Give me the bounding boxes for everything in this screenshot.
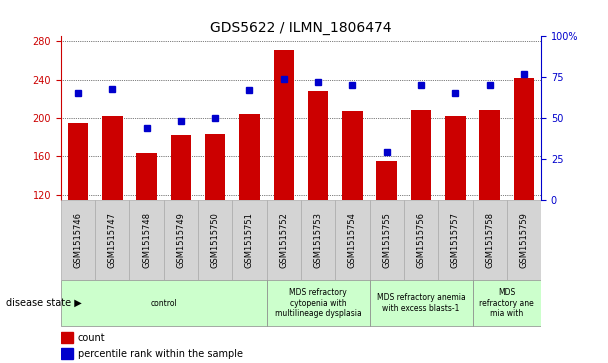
Bar (507, 200, 541, 280)
Text: GSM1515753: GSM1515753 (314, 212, 323, 268)
Bar (95, 200, 130, 280)
Bar (472, 281, 541, 326)
Bar (479, 110, 500, 310)
Bar (61, 200, 95, 280)
Bar (171, 135, 191, 310)
Bar (267, 281, 370, 326)
Bar (130, 200, 164, 280)
Bar (232, 200, 267, 280)
Text: disease state ▶: disease state ▶ (6, 298, 82, 308)
Bar (61, 348, 73, 359)
Bar (164, 200, 198, 280)
Text: MDS refractory
cytopenia with
multilineage dysplasia: MDS refractory cytopenia with multilinea… (275, 288, 362, 318)
Bar (308, 91, 328, 310)
Bar (342, 111, 363, 310)
Bar (267, 200, 301, 280)
Text: GSM1515754: GSM1515754 (348, 212, 357, 268)
Text: GSM1515749: GSM1515749 (176, 212, 185, 268)
Bar (102, 116, 123, 310)
Text: GSM1515751: GSM1515751 (245, 212, 254, 268)
Text: MDS
refractory ane
mia with: MDS refractory ane mia with (480, 288, 534, 318)
Bar (198, 200, 232, 280)
Text: GSM1515756: GSM1515756 (416, 212, 426, 268)
Bar (411, 110, 431, 310)
Text: GSM1515758: GSM1515758 (485, 212, 494, 268)
Bar (514, 78, 534, 310)
Bar (445, 116, 466, 310)
Bar (404, 200, 438, 280)
Bar (438, 200, 472, 280)
Text: percentile rank within the sample: percentile rank within the sample (78, 349, 243, 359)
Bar (370, 200, 404, 280)
Text: GSM1515750: GSM1515750 (211, 212, 219, 268)
Bar (136, 152, 157, 310)
Bar (376, 161, 397, 310)
Text: GSM1515746: GSM1515746 (74, 212, 83, 268)
Text: MDS refractory anemia
with excess blasts-1: MDS refractory anemia with excess blasts… (377, 293, 465, 313)
Text: GSM1515752: GSM1515752 (279, 212, 288, 268)
Text: count: count (78, 333, 105, 343)
Text: GSM1515757: GSM1515757 (451, 212, 460, 268)
Bar (67, 123, 88, 310)
Text: GSM1515748: GSM1515748 (142, 212, 151, 268)
Bar (472, 200, 507, 280)
Bar (61, 332, 73, 343)
Bar (239, 114, 260, 310)
Text: GSM1515755: GSM1515755 (382, 212, 391, 268)
Title: GDS5622 / ILMN_1806474: GDS5622 / ILMN_1806474 (210, 21, 392, 35)
Text: control: control (150, 299, 177, 307)
Bar (274, 50, 294, 310)
Bar (301, 200, 335, 280)
Bar (370, 281, 472, 326)
Text: GSM1515747: GSM1515747 (108, 212, 117, 268)
Bar (205, 134, 226, 310)
Text: GSM1515759: GSM1515759 (519, 212, 528, 268)
Bar (61, 281, 267, 326)
Bar (335, 200, 370, 280)
